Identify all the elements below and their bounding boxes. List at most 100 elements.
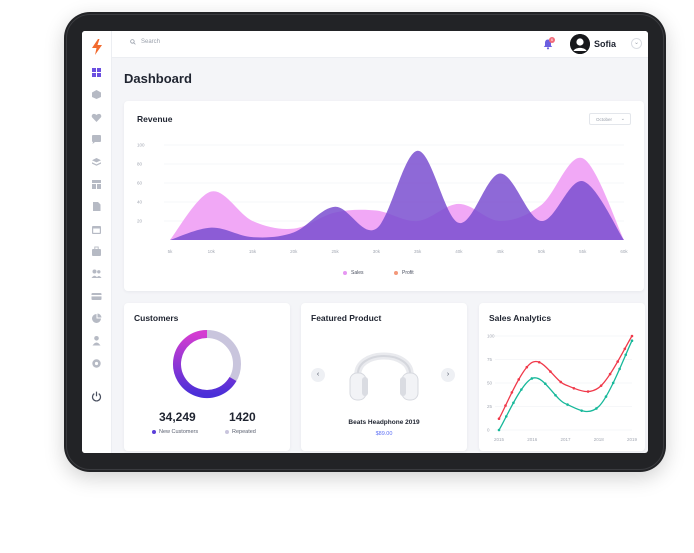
line-point — [512, 401, 515, 405]
y-tick-label: 20 — [137, 219, 143, 224]
sidebar-item-layout[interactable] — [91, 179, 102, 190]
x-tick-label: 2019 — [627, 437, 638, 442]
line-point — [525, 365, 529, 369]
power-icon — [91, 391, 102, 402]
layout-icon — [92, 180, 101, 189]
document-icon — [93, 202, 101, 211]
legend-profit: Profit — [394, 270, 414, 276]
calendar-icon — [92, 226, 101, 234]
new-customers-legend: New Customers — [152, 429, 198, 435]
sales-analytics-card: Sales Analytics 0 25 50 75 100 2015 2016 2017 20… — [479, 303, 645, 451]
card-icon — [91, 293, 102, 300]
y-tick-label: 50 — [487, 381, 493, 386]
analytics-chart: 0 25 50 75 100 2015 2016 2017 2018 2019 — [487, 334, 638, 443]
period-dropdown[interactable]: October ⌄ — [589, 113, 631, 125]
sidebar-item-heart[interactable] — [91, 112, 102, 123]
y-tick-label: 0 — [487, 428, 490, 433]
sidebar-item-dashboard-grid[interactable] — [91, 67, 102, 78]
sidebar-item-box[interactable] — [91, 89, 102, 100]
legend-profit-swatch — [394, 271, 398, 275]
logo-bolt-icon[interactable] — [90, 39, 104, 55]
repeated-swatch — [225, 430, 229, 434]
top-bar: Search 6 Sofia ⌄ — [112, 31, 648, 58]
legend-sales-label: Sales — [351, 270, 364, 276]
analytics-title: Sales Analytics — [489, 313, 552, 323]
legend-sales-swatch — [343, 271, 347, 275]
dashboard-screen: Search 6 Sofia ⌄ Dashboard Revenue Octob… — [82, 31, 648, 453]
sidebar-item-settings[interactable] — [91, 358, 102, 369]
period-value: October — [596, 117, 613, 122]
line-point — [630, 334, 634, 338]
sidebar-item-pie-chart[interactable] — [91, 313, 102, 324]
product-name[interactable]: Beats Headphone 2019 — [348, 419, 420, 426]
sidebar — [82, 31, 112, 453]
notification-badge: 6 — [549, 37, 555, 43]
product-price: $89.00 — [375, 431, 393, 437]
briefcase-icon — [92, 246, 101, 256]
avatar[interactable] — [570, 34, 590, 54]
sidebar-item-chat[interactable] — [91, 134, 102, 145]
page-title: Dashboard — [124, 71, 192, 86]
line-point — [611, 381, 615, 385]
line-point — [618, 367, 621, 371]
dashboard-grid-icon — [92, 68, 101, 77]
y-tick-label: 100 — [137, 143, 145, 148]
y-tick-label: 40 — [137, 200, 143, 205]
line-point — [510, 391, 514, 394]
search-input[interactable]: Search — [130, 39, 160, 45]
user-icon — [92, 336, 101, 346]
x-tick-label: 50k — [538, 249, 546, 254]
line-point — [604, 395, 608, 398]
username[interactable]: Sofia — [594, 39, 617, 49]
y-tick-label: 100 — [487, 334, 495, 339]
sidebar-item-users[interactable] — [91, 268, 102, 279]
customers-donut — [173, 330, 241, 398]
featured-title: Featured Product — [311, 313, 382, 323]
sidebar-item-briefcase[interactable] — [91, 246, 102, 257]
new-customers-count: 34,249 — [159, 410, 196, 424]
x-tick-label: 2016 — [527, 437, 538, 442]
sidebar-item-power[interactable] — [91, 391, 102, 402]
prev-arrow-button[interactable]: ‹ — [311, 368, 325, 382]
user-menu-chevron-icon[interactable]: ⌄ — [631, 38, 642, 49]
line-point — [630, 339, 634, 342]
x-tick-label: 2015 — [494, 437, 505, 442]
x-tick-label: 60k — [620, 249, 628, 254]
line-point — [580, 409, 583, 412]
line-point — [595, 407, 598, 410]
chat-icon — [92, 135, 101, 144]
users-icon — [91, 269, 102, 278]
y-tick-label: 75 — [487, 357, 493, 362]
x-tick-label: 15k — [249, 249, 257, 254]
line-point — [616, 360, 620, 363]
legend-sales: Sales — [343, 270, 364, 276]
search-placeholder: Search — [141, 39, 161, 45]
sidebar-item-calendar[interactable] — [91, 224, 102, 235]
stack-icon — [92, 158, 101, 166]
repeated-legend: Repeated — [225, 429, 256, 435]
sidebar-item-stack[interactable] — [91, 157, 102, 168]
line-point — [599, 384, 603, 387]
next-arrow-button[interactable]: › — [441, 368, 455, 382]
chevron-down-icon: ⌄ — [620, 116, 625, 122]
sidebar-item-document[interactable] — [91, 201, 102, 212]
line-point — [608, 372, 612, 376]
line-point — [549, 370, 552, 373]
x-tick-label: 5k — [168, 249, 174, 254]
sidebar-item-user[interactable] — [91, 335, 102, 346]
repeated-label: Repeated — [232, 429, 256, 435]
new-customers-label: New Customers — [159, 429, 199, 435]
heart-icon — [91, 113, 102, 122]
line-point — [504, 404, 507, 407]
user-avatar-icon — [570, 34, 590, 54]
x-tick-label: 2017 — [560, 437, 571, 442]
line-point — [520, 388, 523, 391]
customers-card: Customers 34,249 New Customers 1420 Repe… — [124, 303, 290, 451]
sidebar-item-card[interactable] — [91, 291, 102, 302]
revenue-chart: 20 40 60 80 100 5k 10k 15k 20k 25k 30k 35k 40k 45k 50k… — [137, 143, 628, 255]
x-tick-label: 55k — [579, 249, 587, 254]
line-point — [624, 353, 628, 357]
revenue-card: Revenue October ⌄ 20 40 60 80 100 5k 10k 15k 20k… — [124, 101, 644, 291]
line-point — [543, 382, 547, 386]
line-point — [572, 386, 576, 390]
